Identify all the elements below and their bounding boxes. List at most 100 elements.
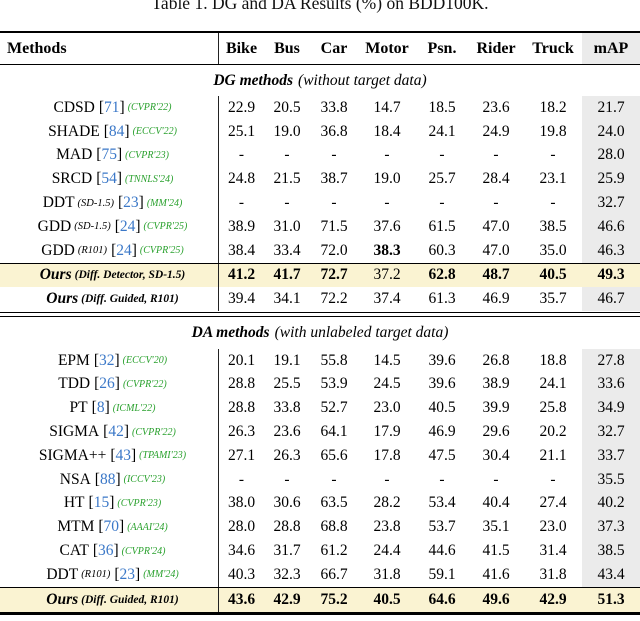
citation-ref[interactable]: 70 xyxy=(103,518,120,536)
value-cell: 27.4 xyxy=(539,494,567,512)
value-cell: 41.7 xyxy=(273,266,301,284)
citation-ref[interactable]: 24 xyxy=(116,241,132,259)
citation-ref[interactable]: 54 xyxy=(101,170,117,188)
method-name: EPM xyxy=(57,351,90,369)
citation-ref[interactable]: 23 xyxy=(123,194,139,212)
venue-label: (CVPR'23) xyxy=(125,149,169,161)
method-cell: DDT (SD-1.5) [23] (MM'24) xyxy=(0,191,218,215)
citation-ref[interactable]: 8 xyxy=(96,399,105,417)
citation: [54] xyxy=(96,170,122,188)
bracket: [ xyxy=(114,565,120,583)
table-row: SRCD [54] (TNNLS'24) 24.8 21.5 38.7 19.0 25.7 28… xyxy=(0,167,640,192)
value-cell: 24.5 xyxy=(373,375,401,393)
venue-label: (CVPR'23) xyxy=(117,497,162,509)
value-cell: 33.8 xyxy=(273,399,301,417)
map-value-cell: 35.5 xyxy=(582,467,640,492)
method-cell: Ours (Diff. Guided, R101) xyxy=(0,287,218,311)
citation-ref[interactable]: 75 xyxy=(101,146,117,164)
bracket: ] xyxy=(123,423,129,441)
bracket: [ xyxy=(91,399,97,417)
venue-label: (AAAI'24) xyxy=(127,521,168,533)
citation-ref[interactable]: 15 xyxy=(93,494,110,512)
bracket: [ xyxy=(118,194,124,212)
citation-ref[interactable]: 23 xyxy=(119,565,136,583)
value-cell: 14.5 xyxy=(373,351,401,369)
value-cell: 28.4 xyxy=(482,170,510,188)
value-cell: 40.5 xyxy=(373,590,401,608)
method-cell: SIGMA++ [43] (TPAMI'23) xyxy=(0,444,218,468)
value-cell: 14.7 xyxy=(373,98,401,116)
value-cell: 36.8 xyxy=(320,122,348,140)
bracket: ] xyxy=(113,542,119,560)
value-cell: 35.7 xyxy=(539,290,567,308)
method-cell: Ours (Diff. Detector, SD-1.5) xyxy=(0,264,218,288)
value-cell: 75.2 xyxy=(320,590,348,608)
citation-ref[interactable]: 32 xyxy=(99,351,115,369)
method-variant: (SD-1.5) xyxy=(74,221,111,233)
value-cell: - xyxy=(439,146,445,164)
value-cell: 38.5 xyxy=(539,217,567,235)
venue-label: (MM'24) xyxy=(143,569,179,581)
citation-ref[interactable]: 24 xyxy=(119,217,136,235)
value-cell: - xyxy=(550,146,556,164)
citation: [24] xyxy=(111,242,137,260)
citation-ref[interactable]: 84 xyxy=(108,122,125,140)
value-cell: 33.4 xyxy=(273,241,301,259)
table-row: GDD (R101) [24] (CVPR'25) 38.4 33.4 72.0 38.3 60… xyxy=(0,238,640,263)
citation-ref[interactable]: 42 xyxy=(108,423,124,441)
method-name: DDT xyxy=(46,565,79,583)
value-cell: 38.9 xyxy=(218,214,264,239)
bracket: ] xyxy=(119,98,125,116)
value-cell: 24.8 xyxy=(218,167,264,192)
value-cell: 38.4 xyxy=(218,238,264,263)
value-cell: 71.5 xyxy=(320,217,348,235)
method-name: SIGMA++ xyxy=(38,446,107,464)
value-cell: - xyxy=(493,194,499,212)
value-cell: 18.5 xyxy=(428,98,456,116)
value-cell: - xyxy=(439,194,445,212)
value-cell: - xyxy=(284,194,290,212)
value-cell: 19.0 xyxy=(273,122,301,140)
value-cell: 72.7 xyxy=(320,266,348,284)
venue-label: (ICML'22) xyxy=(112,402,156,414)
section-desc: (without target data) xyxy=(298,71,427,89)
value-cell: 28.2 xyxy=(373,494,401,512)
value-cell: - xyxy=(493,470,499,488)
bracket: ] xyxy=(130,446,137,464)
method-cell: NSA [88] (ICCV'23) xyxy=(0,468,218,492)
value-cell: 63.5 xyxy=(320,494,348,512)
column-header-car: Car xyxy=(320,39,348,57)
section-divider xyxy=(0,312,640,317)
citation-ref[interactable]: 71 xyxy=(104,98,120,116)
value-cell: 44.6 xyxy=(428,542,456,560)
value-cell: - xyxy=(331,146,337,164)
method-name: PT xyxy=(69,399,88,417)
column-header-truck: Truck xyxy=(532,39,574,57)
value-cell: 39.6 xyxy=(428,351,456,369)
citation-ref[interactable]: 88 xyxy=(99,470,116,488)
column-header-bus: Bus xyxy=(274,39,300,57)
value-cell: 18.4 xyxy=(373,122,401,140)
citation-ref[interactable]: 36 xyxy=(98,542,114,560)
citation: [8] xyxy=(92,399,110,417)
citation-ref[interactable]: 26 xyxy=(99,375,115,393)
method-name: DDT xyxy=(42,194,75,212)
value-cell: - xyxy=(331,470,337,488)
value-cell: 21.1 xyxy=(539,446,567,464)
bracket: [ xyxy=(111,241,117,259)
citation-ref[interactable]: 43 xyxy=(115,446,131,464)
map-value-cell: 37.3 xyxy=(582,515,640,540)
method-cell: SHADE [84] (ECCV'22) xyxy=(0,120,218,144)
value-cell: 46.9 xyxy=(428,423,456,441)
table-row: SHADE [84] (ECCV'22) 25.1 19.0 36.8 18.4 24.1 24… xyxy=(0,119,640,144)
venue-label: (TPAMI'23) xyxy=(139,450,187,462)
citation: [71] xyxy=(99,99,125,117)
bracket: ] xyxy=(135,565,141,583)
value-cell: 40.5 xyxy=(539,266,567,284)
table-header-row: Methods Bike Bus Car Motor Psn. Rider Truck mAP xyxy=(0,33,640,65)
bracket: ] xyxy=(131,241,137,259)
value-cell: 28.8 xyxy=(218,396,264,421)
value-cell: 33.8 xyxy=(320,98,348,116)
method-cell: HT [15] (CVPR'23) xyxy=(0,492,218,516)
map-value-cell: 46.3 xyxy=(582,238,640,263)
